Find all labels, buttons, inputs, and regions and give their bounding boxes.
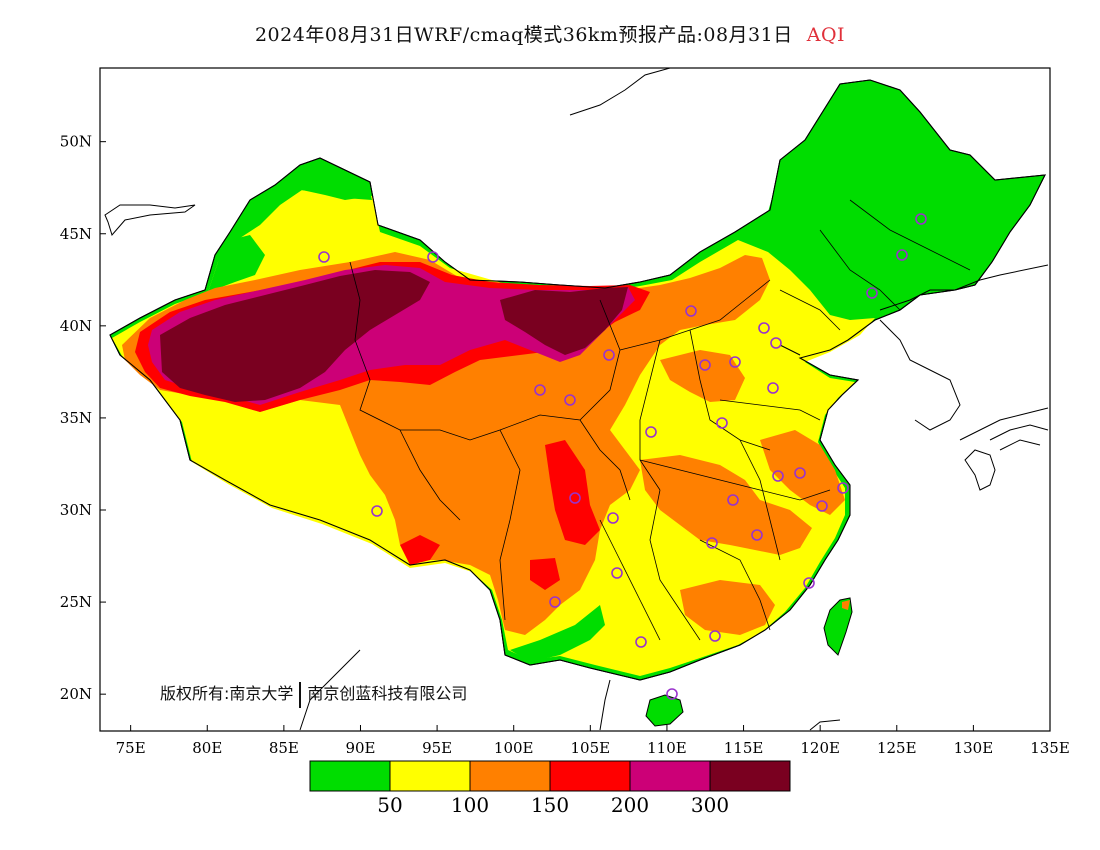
aqi-zone-sensitive-sichuan [680, 580, 775, 635]
national-border [109, 79, 1046, 681]
station-marker [611, 567, 623, 579]
legend-label: 100 [451, 793, 489, 817]
station-marker [645, 426, 657, 438]
station-marker [770, 337, 782, 349]
aqi-zone-good-northeast [740, 82, 1043, 318]
lon-tick-label: 105E [571, 739, 611, 757]
title-variable: AQI [806, 24, 846, 46]
title-main: 2024年08月31日WRF/cmaq模式36km预报产品:08月31日 [254, 24, 793, 46]
neighbour-coastlines [104, 68, 1049, 731]
legend-swatch [629, 760, 711, 792]
lon-tick-label: 80E [192, 739, 222, 757]
station-marker [569, 492, 581, 504]
station-marker [837, 482, 849, 494]
legend-swatch [469, 760, 551, 792]
lon-tick-label: 100E [494, 739, 534, 757]
station-marker [685, 305, 697, 317]
station-marker [603, 349, 615, 361]
station-marker [794, 467, 806, 479]
lon-tick-label: 120E [800, 739, 840, 757]
map-axes: 75E 80E 85E 90E 95E 100E 105E 110E 115E 120E 125E 1… [60, 133, 1070, 757]
legend-swatch [309, 760, 391, 792]
aqi-zone-sensitive-coast [760, 430, 845, 515]
lon-tick-label: 75E [116, 739, 146, 757]
station-marker [318, 251, 330, 263]
lat-tick-label: 25N [60, 593, 92, 611]
lat-tick-label: 50N [60, 133, 92, 151]
aqi-zone-good-south [510, 605, 605, 662]
legend-label: 50 [377, 793, 402, 817]
hainan-island [645, 694, 684, 727]
station-marker [866, 287, 878, 299]
aqi-zone-hazardous-gobi [500, 287, 628, 355]
station-marker [371, 505, 383, 517]
aqi-zone-hazardous-tarim [160, 270, 430, 402]
station-marker [427, 251, 439, 263]
taiwan-island [823, 597, 853, 656]
station-marker [767, 382, 779, 394]
legend-label: 150 [531, 793, 569, 817]
station-marker [758, 322, 770, 334]
lat-tick-label: 45N [60, 225, 92, 243]
lon-tick-label: 90E [345, 739, 375, 757]
station-marker [727, 494, 739, 506]
map-plot-area [104, 68, 1049, 731]
station-marker [706, 537, 718, 549]
station-marker [816, 500, 828, 512]
legend-swatch [389, 760, 471, 792]
station-marker [635, 636, 647, 648]
aqi-zone-sensitive-east-1 [640, 455, 812, 555]
aqi-zone-good-north-xinjiang [250, 160, 372, 220]
lon-tick-label: 85E [269, 739, 299, 757]
copyright-separator [299, 681, 302, 708]
map-title: 2024年08月31日WRF/cmaq模式36km预报产品:08月31日 AQI [0, 20, 1100, 47]
map-frame [99, 67, 1051, 732]
legend-label: 200 [611, 793, 649, 817]
aqi-zone-unhealthy-sw [400, 535, 440, 565]
province-boundaries [349, 199, 971, 641]
lat-tick-label: 20N [60, 685, 92, 703]
station-marker [803, 577, 815, 589]
lon-tick-label: 125E [877, 739, 917, 757]
lon-tick-label: 115E [724, 739, 764, 757]
legend-swatch [709, 760, 791, 792]
station-marker [915, 213, 927, 225]
station-marker [607, 512, 619, 524]
copyright-right: 南京创蓝科技有限公司 [307, 684, 468, 703]
station-markers [318, 213, 927, 700]
station-marker [729, 356, 741, 368]
lat-tick-label: 35N [60, 409, 92, 427]
aqi-color-legend: 50 100 150 200 300 [309, 760, 791, 817]
legend-label: 300 [691, 793, 729, 817]
lon-tick-label: 95E [422, 739, 452, 757]
station-marker [534, 384, 546, 396]
lon-tick-label: 130E [954, 739, 994, 757]
copyright-notice: 版权所有:南京大学 南京创蓝科技有限公司 [160, 680, 467, 708]
station-marker [716, 417, 728, 429]
legend-swatch [549, 760, 631, 792]
aqi-zone-unhealthy-basin [545, 440, 600, 545]
lat-tick-label: 30N [60, 501, 92, 519]
lon-tick-label: 135E [1030, 739, 1070, 757]
taiwan-orange-patch [842, 600, 850, 610]
station-marker [666, 688, 678, 700]
station-marker [751, 529, 763, 541]
station-marker [699, 359, 711, 371]
station-marker [896, 249, 908, 261]
lon-tick-label: 110E [647, 739, 687, 757]
station-marker [772, 470, 784, 482]
lat-tick-label: 40N [60, 317, 92, 335]
station-marker [549, 596, 561, 608]
aqi-zone-unhealthy-south [530, 558, 560, 590]
station-marker [709, 630, 721, 642]
aqi-zone-good-west [208, 235, 265, 292]
aqi-zone-sensitive-east-2 [660, 350, 745, 402]
copyright-left: 版权所有:南京大学 [160, 684, 294, 703]
station-marker [564, 394, 576, 406]
